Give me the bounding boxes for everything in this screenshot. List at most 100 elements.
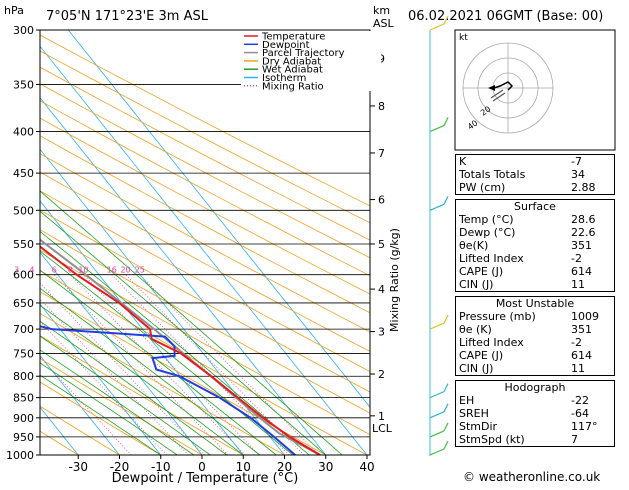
y-tick-label: 400	[13, 126, 34, 139]
row-value: 2.88	[568, 181, 615, 195]
wind-barb-flag	[444, 315, 448, 323]
row-label: Lifted Index	[456, 336, 568, 349]
table-row: Lifted Index-2	[456, 336, 614, 349]
surface-title: Surface	[456, 200, 614, 213]
km-label: km	[373, 4, 390, 17]
row-label: CAPE (J)	[456, 349, 568, 362]
row-label: EH	[456, 394, 568, 407]
run-title: 06.02.2021 06GMT (Base: 00)	[408, 9, 603, 24]
wind-barb-flag	[444, 196, 448, 204]
table-row: CIN (J)11	[456, 362, 614, 375]
mixing-ratio-label: 4	[29, 266, 34, 275]
legend-label: Mixing Ratio	[262, 81, 324, 92]
mixing-ratio-label: 25	[135, 266, 145, 275]
row-value: -2	[568, 336, 614, 349]
wind-barb-flag	[444, 118, 448, 126]
wind-barb	[430, 126, 444, 132]
row-label: StmDir	[456, 420, 568, 433]
km-tick-label: 2	[378, 368, 385, 381]
wind-barb-flag	[444, 384, 448, 392]
wet-adiabat-line	[0, 30, 276, 455]
mixing-ratio-line	[70, 275, 245, 455]
km-tick-label: 1	[378, 410, 385, 423]
table-row: Pressure (mb)1009	[456, 310, 614, 323]
row-value: -22	[568, 394, 614, 407]
row-label: θe (K)	[456, 323, 568, 336]
mixing-ratio-label: 6	[52, 266, 57, 275]
y-tick-label: 900	[13, 412, 34, 425]
table-row: EH-22	[456, 394, 614, 407]
row-value: 28.6	[568, 213, 614, 226]
row-label: Totals Totals	[456, 168, 569, 181]
table-row: PW (cm)2.88	[456, 181, 615, 195]
table-row: K-7	[456, 155, 615, 169]
table-row: Lifted Index-2	[456, 252, 614, 265]
mixing-ratio-label: 8	[68, 266, 73, 275]
row-label: Temp (°C)	[456, 213, 568, 226]
location-title: 7°05'N 171°23'E 3m ASL	[46, 9, 209, 24]
y-tick-label: 850	[13, 392, 34, 405]
wind-barbs	[430, 16, 448, 455]
row-label: K	[456, 155, 569, 169]
wind-barb	[430, 323, 444, 329]
wet-adiabat-line	[0, 30, 260, 455]
wind-barb-flag	[444, 423, 448, 431]
row-label: StmSpd (kt)	[456, 433, 568, 446]
dry-adiabat-line	[0, 30, 532, 455]
wind-barb	[430, 204, 444, 210]
km-tick-label: 7	[378, 147, 385, 160]
row-value: -64	[568, 407, 614, 420]
row-value: 1009	[568, 310, 614, 323]
row-label: Lifted Index	[456, 252, 568, 265]
x-tick-label: 40	[359, 460, 374, 474]
row-value: -7	[568, 155, 615, 169]
row-label: CAPE (J)	[456, 265, 568, 278]
x-tick-label: -30	[68, 460, 88, 474]
hodograph-frame	[455, 30, 615, 150]
wind-barb-flag	[444, 441, 448, 449]
dry-adiabat-line	[0, 30, 408, 455]
row-value: 614	[568, 265, 614, 278]
table-row: CAPE (J)614	[456, 265, 614, 278]
row-value: 34	[568, 168, 615, 181]
row-value: 117°	[568, 420, 614, 433]
y-tick-label: 800	[13, 370, 34, 383]
mixing-ratio-label: 16	[107, 266, 117, 275]
row-value: 22.6	[568, 226, 614, 239]
row-value: 11	[568, 362, 614, 375]
row-label: PW (cm)	[456, 181, 569, 195]
row-value: 11	[568, 278, 614, 291]
pressure-axis: 3003504004505005506006507007508008509009…	[6, 24, 40, 462]
wind-barb	[430, 24, 444, 30]
table-row: Temp (°C)28.6	[456, 213, 614, 226]
x-axis-title: Dewpoint / Temperature (°C)	[112, 471, 299, 486]
asl-label: ASL	[373, 17, 395, 30]
credit: © weatheronline.co.uk	[463, 470, 600, 484]
wind-barb	[430, 431, 444, 437]
temperature-line	[0, 30, 320, 455]
km-tick-label: 8	[378, 100, 385, 113]
wet-adiabat-line	[0, 30, 326, 455]
km-tick-label: 5	[378, 238, 385, 251]
dry-adiabat-line	[0, 30, 78, 455]
y-tick-label: 500	[13, 204, 34, 217]
table-row: StmSpd (kt)7	[456, 433, 614, 446]
y-tick-label: 550	[13, 238, 34, 251]
dry-adiabat-line	[0, 30, 326, 455]
mixing-ratio-axis-title: Mixing Ratio (g/kg)	[388, 228, 401, 332]
hpa-label: hPa	[4, 4, 24, 17]
row-value: 351	[568, 323, 614, 336]
table-row: CAPE (J)614	[456, 349, 614, 362]
y-tick-label: 350	[13, 78, 34, 91]
y-tick-label: 950	[13, 431, 34, 444]
row-label: θe(K)	[456, 239, 568, 252]
y-tick-label: 700	[13, 323, 34, 336]
